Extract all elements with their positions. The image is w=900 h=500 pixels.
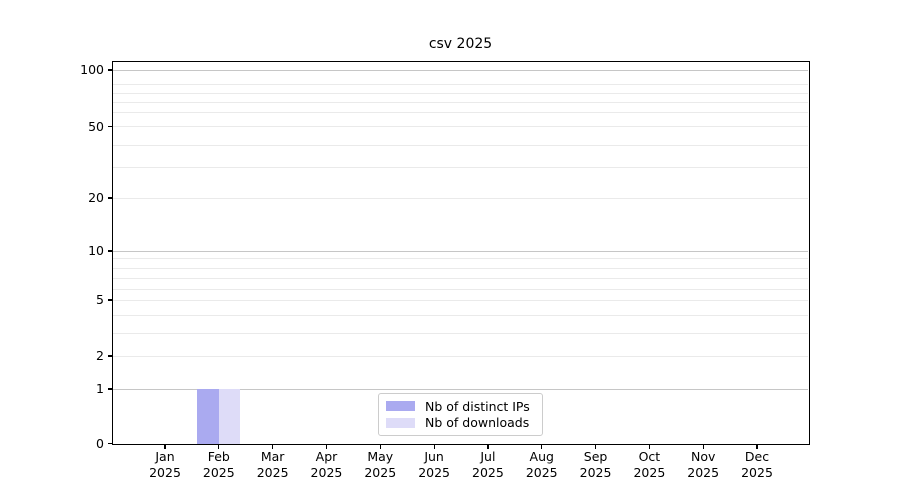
x-tick-label-jan: Jan 2025 <box>135 449 195 480</box>
x-tick-year: 2025 <box>256 464 289 480</box>
bar-distinct-ips-feb <box>197 389 219 444</box>
x-tick-mark-mar <box>272 444 274 449</box>
x-tick-mark-feb <box>218 444 220 449</box>
x-tick-month: May <box>367 449 394 464</box>
legend: Nb of distinct IPs Nb of downloads <box>378 393 543 436</box>
y-gridline-20 <box>113 197 808 199</box>
x-tick-month: Oct <box>638 449 661 464</box>
x-tick-mark-jan <box>164 444 166 449</box>
x-tick-label-nov: Nov 2025 <box>673 449 733 480</box>
x-tick-month: Mar <box>260 449 285 464</box>
x-tick-mark-sep <box>594 444 597 449</box>
x-tick-year: 2025 <box>525 464 558 480</box>
legend-swatch-distinct-ips-icon <box>386 401 415 412</box>
y-tick-mark-0 <box>108 442 112 445</box>
y-tick-label-0: 0 <box>96 435 104 451</box>
y-gridline-4 <box>113 314 808 316</box>
y-gridline-50 <box>113 126 808 127</box>
y-gridline-3 <box>113 332 808 334</box>
x-tick-month: Jul <box>480 449 496 464</box>
x-tick-label-apr: Apr 2025 <box>296 449 356 480</box>
y-gridline-40 <box>113 144 808 146</box>
legend-item-distinct-ips: Nb of distinct IPs <box>386 398 535 415</box>
y-tick-mark-20 <box>108 197 112 199</box>
y-tick-label-50: 50 <box>88 118 104 134</box>
y-tick-label-20: 20 <box>88 190 104 205</box>
x-tick-label-jun: Jun 2025 <box>404 449 464 480</box>
y-tick-mark-10 <box>108 250 112 252</box>
x-tick-label-may: May 2025 <box>350 449 410 480</box>
x-tick-month: Jun <box>424 449 444 464</box>
legend-item-downloads: Nb of downloads <box>386 415 535 432</box>
y-tick-mark-1 <box>108 388 112 390</box>
x-tick-label-dec: Dec 2025 <box>727 449 787 480</box>
x-tick-month: Feb <box>207 449 230 464</box>
y-tick-label-1: 1 <box>96 381 104 396</box>
y-gridline-6 <box>113 288 808 290</box>
y-gridline-70 <box>113 101 808 103</box>
x-tick-year: 2025 <box>579 464 612 480</box>
x-tick-mark-dec <box>756 444 758 449</box>
y-tick-mark-2 <box>108 355 112 357</box>
y-gridline-90 <box>113 83 808 85</box>
x-tick-label-sep: Sep 2025 <box>566 449 626 480</box>
y-gridline-5 <box>113 299 808 301</box>
y-gridline-2 <box>113 355 808 357</box>
y-gridline-8 <box>113 267 808 269</box>
y-tick-label-10: 10 <box>88 243 104 258</box>
bar-downloads-feb <box>218 389 241 444</box>
x-tick-year: 2025 <box>364 464 397 480</box>
x-tick-year: 2025 <box>418 464 450 480</box>
y-gridline-1 <box>113 388 808 390</box>
x-tick-month: Sep <box>583 449 608 464</box>
y-tick-mark-100 <box>108 69 112 71</box>
x-tick-mark-jul <box>487 444 489 449</box>
x-tick-mark-jun <box>433 444 435 449</box>
x-tick-label-mar: Mar 2025 <box>243 449 303 480</box>
legend-swatch-downloads-icon <box>386 417 415 428</box>
y-gridline-60 <box>113 111 808 113</box>
x-tick-year: 2025 <box>202 464 235 480</box>
y-tick-label-5: 5 <box>96 292 104 307</box>
x-tick-label-feb: Feb 2025 <box>189 449 249 480</box>
y-gridline-80 <box>113 92 808 94</box>
x-tick-year: 2025 <box>310 464 343 480</box>
y-gridline-7 <box>113 277 808 279</box>
x-tick-month: Apr <box>315 449 338 464</box>
legend-label-distinct-ips: Nb of distinct IPs <box>425 398 530 414</box>
x-tick-mark-oct <box>648 444 650 449</box>
x-tick-year: 2025 <box>633 464 666 480</box>
x-tick-month: Aug <box>529 449 554 464</box>
x-tick-year: 2025 <box>149 464 181 480</box>
y-gridline-100 <box>113 69 808 71</box>
x-tick-label-jul: Jul 2025 <box>458 449 518 480</box>
x-tick-year: 2025 <box>687 464 720 480</box>
chart-title: csv 2025 <box>428 36 493 52</box>
y-gridline-10 <box>113 250 808 252</box>
x-tick-label-oct: Oct 2025 <box>619 449 679 480</box>
x-tick-year: 2025 <box>472 464 504 480</box>
x-tick-month: Jan <box>155 449 175 464</box>
legend-label-downloads: Nb of downloads <box>425 415 530 431</box>
x-tick-month: Dec <box>744 449 770 464</box>
x-tick-mark-nov <box>702 444 704 449</box>
y-tick-label-2: 2 <box>96 348 104 363</box>
y-gridline-30 <box>113 166 808 168</box>
x-tick-mark-apr <box>325 444 328 449</box>
x-tick-mark-aug <box>541 444 543 449</box>
y-tick-mark-5 <box>108 299 112 301</box>
x-tick-mark-may <box>379 444 381 449</box>
x-tick-month: Nov <box>690 449 716 464</box>
y-tick-label-100: 100 <box>80 62 104 77</box>
x-tick-label-aug: Aug 2025 <box>512 449 572 480</box>
y-tick-mark-50 <box>108 125 112 128</box>
y-gridline-9 <box>113 258 808 259</box>
plot-area-border <box>111 60 810 445</box>
x-tick-year: 2025 <box>741 464 773 480</box>
